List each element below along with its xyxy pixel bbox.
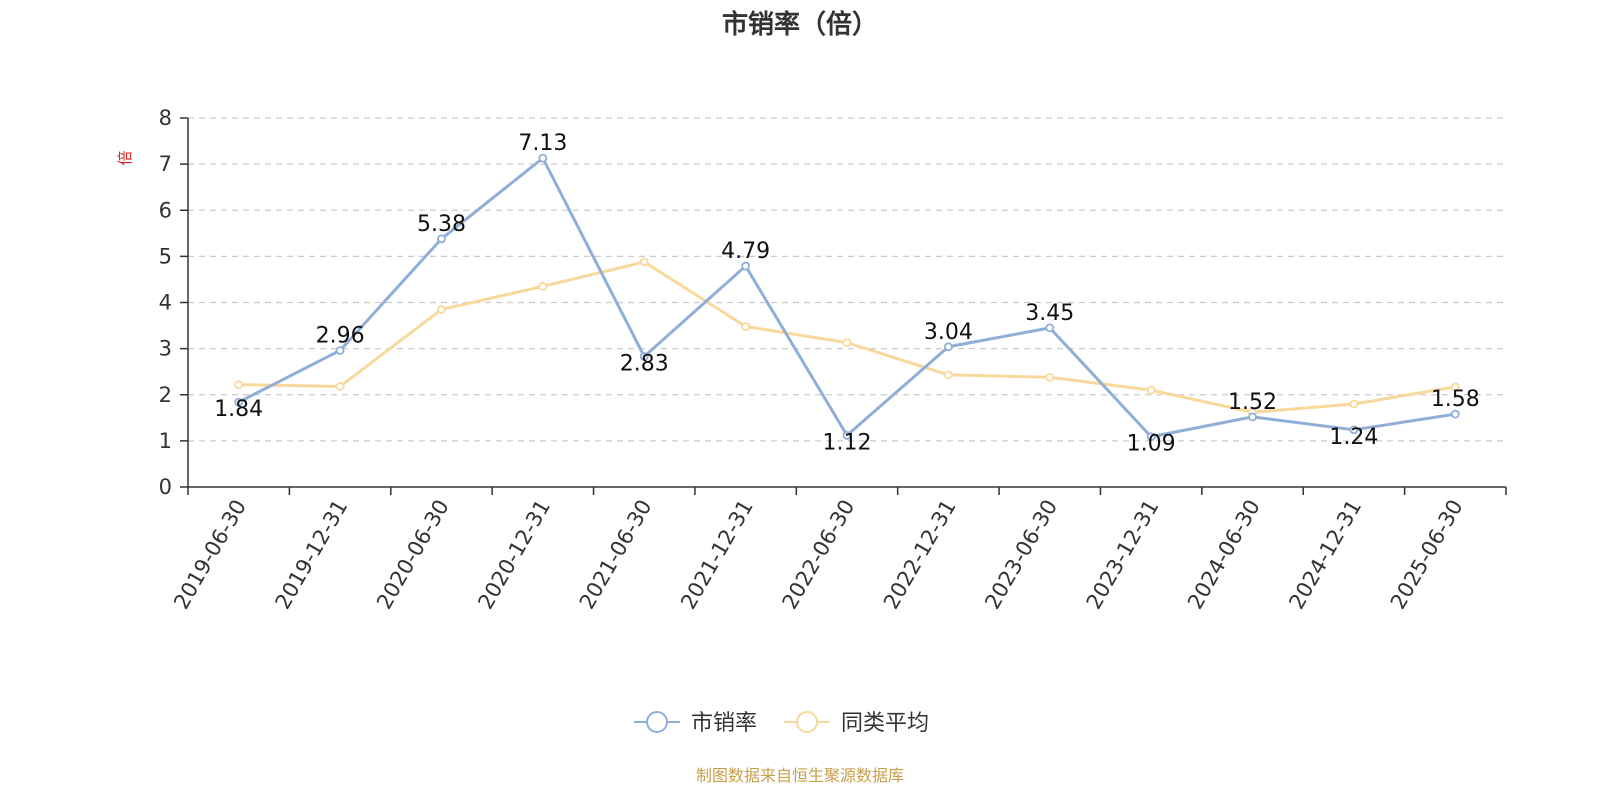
data-point <box>234 397 244 407</box>
data-point <box>842 430 852 440</box>
data-point <box>335 382 345 391</box>
x-tick-label: 2025-06-30 <box>1386 496 1468 614</box>
data-label: 1.09 <box>1127 432 1176 457</box>
y-tick-label: 8 <box>159 106 172 130</box>
data-label: 1.52 <box>1228 390 1277 415</box>
y-tick-label: 6 <box>159 198 172 222</box>
data-point <box>437 234 446 244</box>
data-point <box>943 342 953 352</box>
data-label: 2.96 <box>316 323 365 348</box>
data-label: 5.38 <box>417 212 466 237</box>
data-point <box>639 257 649 267</box>
data-label: 1.12 <box>823 430 872 455</box>
grid-lines <box>188 117 1506 442</box>
y-tick-label: 2 <box>159 383 172 407</box>
chart-title: 市销率（倍） <box>721 10 878 40</box>
x-tick-label: 2022-06-30 <box>778 496 860 614</box>
legend-label: 市销率 <box>691 711 757 736</box>
data-label: 4.79 <box>721 239 770 264</box>
legend[interactable]: 市销率 同类平均 <box>634 711 929 736</box>
x-tick-label: 2023-12-31 <box>1082 496 1164 614</box>
data-point <box>437 305 446 314</box>
series-lines <box>234 153 1460 442</box>
x-tick-label: 2019-06-30 <box>169 496 251 614</box>
data-point <box>538 153 548 163</box>
x-tick-label: 2021-12-31 <box>676 496 758 614</box>
legend-marker <box>646 711 668 733</box>
legend-item-ps-ratio[interactable]: 市销率 <box>634 711 757 736</box>
x-tick-label: 2022-12-31 <box>879 496 961 614</box>
data-point <box>639 352 649 361</box>
data-point <box>1349 399 1359 409</box>
data-label: 1.24 <box>1329 425 1378 450</box>
data-point <box>1045 323 1055 333</box>
y-tick-label: 7 <box>159 152 172 176</box>
data-point <box>943 370 953 380</box>
data-point <box>335 346 345 355</box>
x-tick-label: 2020-06-30 <box>372 496 454 614</box>
source-note: 制图数据来自恒生聚源数据库 <box>695 766 904 785</box>
y-tick-label: 1 <box>159 429 172 453</box>
data-label: 2.83 <box>620 351 669 376</box>
data-point <box>1248 412 1257 422</box>
legend-label: 同类平均 <box>841 711 929 736</box>
data-point <box>1146 385 1156 395</box>
data-point <box>1146 432 1156 442</box>
data-point <box>538 281 548 291</box>
data-point <box>741 261 751 271</box>
data-point <box>741 322 751 331</box>
x-tick-label: 2024-12-31 <box>1284 496 1366 614</box>
data-label: 1.58 <box>1431 387 1480 412</box>
data-labels: 1.84 2.96 5.38 7.13 2.83 4.79 1.12 3.04 3.45 1.09… <box>214 131 1480 457</box>
x-tick-label: 2023-06-30 <box>980 496 1062 614</box>
x-tick-label: 2020-12-31 <box>473 496 555 614</box>
data-label: 1.84 <box>214 397 263 422</box>
y-axis-label: 倍 <box>116 150 134 165</box>
data-label: 3.04 <box>924 320 973 345</box>
y-tick-label: 0 <box>159 475 172 499</box>
data-point <box>1045 372 1055 382</box>
x-tick-label: 2021-06-30 <box>575 496 657 614</box>
data-point <box>1450 382 1460 392</box>
x-tick-label: 2024-06-30 <box>1183 496 1265 614</box>
y-tick-label: 3 <box>159 337 172 361</box>
data-point <box>842 338 852 348</box>
data-point <box>234 380 244 390</box>
data-point <box>1450 409 1460 419</box>
y-tick-label: 5 <box>159 244 172 268</box>
data-point <box>1349 425 1359 435</box>
legend-marker <box>796 711 818 733</box>
y-tick-label: 4 <box>159 291 172 315</box>
legend-item-peer-average[interactable]: 同类平均 <box>784 711 929 736</box>
data-label: 3.45 <box>1025 301 1074 326</box>
x-tick-label: 2019-12-31 <box>271 496 353 614</box>
data-label: 7.13 <box>518 131 567 156</box>
